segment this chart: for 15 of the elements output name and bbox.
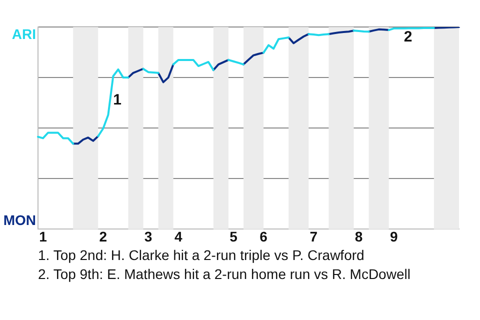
text: ARI (12, 26, 36, 42)
x-tick-label: 4 (174, 228, 182, 244)
text: 1. Top 2nd: H. Clarke hit a 2-run triple vs P. Crawford (38, 246, 366, 265)
x-tick-label: 3 (144, 228, 152, 244)
text: MON (3, 212, 36, 228)
text: 2. Top 9th: E. Mathews hit a 2-run home run vs R. McDowell (38, 265, 412, 284)
x-tick-label: 7 (310, 228, 318, 244)
x-tick-label: 9 (390, 228, 398, 244)
x-tick-label: 5 (230, 228, 238, 244)
x-tick-label: 8 (354, 228, 363, 244)
annotation: 1 (113, 92, 122, 109)
x-tick-label: 2 (99, 228, 108, 244)
x-tick-label: 1 (39, 228, 48, 244)
x-tick-label: 6 (260, 228, 268, 244)
annotation: 2 (404, 28, 412, 46)
